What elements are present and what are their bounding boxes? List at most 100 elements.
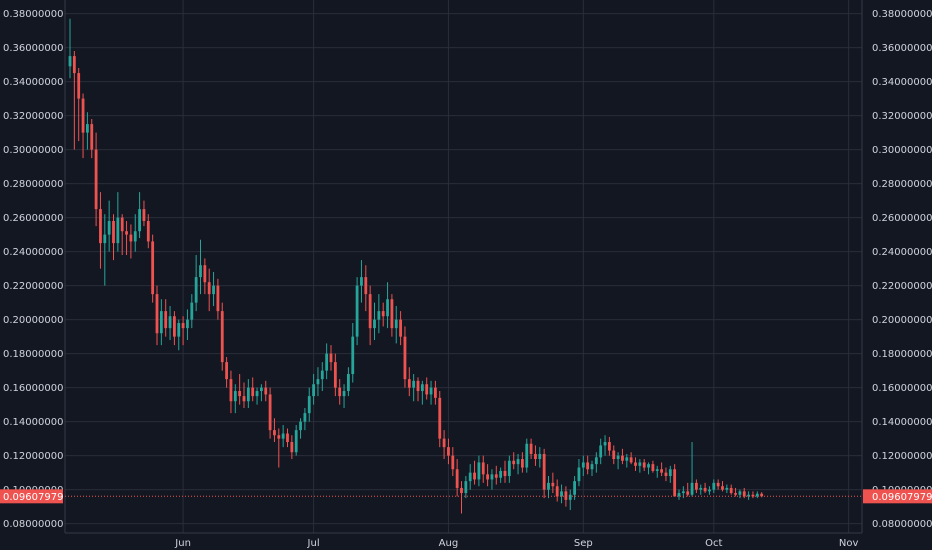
candle-body xyxy=(286,433,289,443)
candle xyxy=(112,214,115,261)
candle-body xyxy=(442,438,446,448)
candle-body xyxy=(738,491,742,495)
candle-body xyxy=(264,387,268,395)
candle-body xyxy=(360,277,363,286)
candle xyxy=(586,455,590,475)
candle xyxy=(481,455,485,483)
candle-body xyxy=(438,397,442,439)
candle xyxy=(203,258,207,295)
candle xyxy=(564,486,568,507)
candle-body xyxy=(699,487,703,490)
candle-body xyxy=(751,494,755,497)
candle xyxy=(159,299,163,346)
candle xyxy=(664,467,668,482)
candle xyxy=(464,476,468,499)
candle xyxy=(386,282,389,329)
candle-body xyxy=(451,455,455,470)
candle xyxy=(521,452,524,473)
candle-body xyxy=(290,442,294,453)
candle xyxy=(647,462,650,475)
candle xyxy=(581,455,585,477)
candle-body xyxy=(486,474,489,480)
candle xyxy=(94,132,98,227)
candle xyxy=(260,384,263,402)
candle-body xyxy=(316,379,320,385)
candle-body xyxy=(568,494,572,500)
candle-body xyxy=(677,493,681,497)
candle xyxy=(568,489,572,511)
candle xyxy=(525,438,529,473)
candle xyxy=(286,428,289,448)
candle-body xyxy=(72,56,76,74)
y-tick-label-left: 0.12000000 xyxy=(3,451,63,462)
candle-body xyxy=(168,316,172,329)
candle-body xyxy=(246,387,250,402)
y-tick-label-right: 0.32000000 xyxy=(872,111,932,122)
current-price-label-right: 0.09607979 xyxy=(872,492,932,503)
candle-body xyxy=(529,443,533,454)
candle xyxy=(447,438,450,465)
candle-body xyxy=(333,362,337,388)
candle-body xyxy=(586,462,590,470)
candle xyxy=(155,285,159,346)
candle xyxy=(599,438,603,465)
y-tick-label-right: 0.22000000 xyxy=(872,281,932,292)
current-price-label-left: 0.09607979 xyxy=(3,492,63,503)
candle-body xyxy=(94,149,98,210)
candle-body xyxy=(273,430,276,436)
candle xyxy=(173,311,176,346)
candle xyxy=(668,465,672,483)
candle xyxy=(216,278,220,320)
candle-body xyxy=(216,285,220,312)
candle-body xyxy=(542,453,546,490)
candle xyxy=(403,326,407,388)
candle-body xyxy=(629,457,633,463)
candle-body xyxy=(664,472,668,477)
candle-body xyxy=(299,421,302,431)
candle xyxy=(560,484,563,504)
candle xyxy=(477,455,481,487)
candle xyxy=(125,221,128,256)
candle-body xyxy=(242,396,246,402)
candle xyxy=(660,462,663,477)
candle xyxy=(686,482,690,497)
candle xyxy=(429,380,433,405)
candle-body xyxy=(373,319,376,329)
candle-body xyxy=(721,486,724,490)
x-tick-label: Jul xyxy=(307,538,320,549)
candle xyxy=(355,277,359,346)
candle xyxy=(629,452,633,465)
candle-body xyxy=(599,445,603,458)
candle-body xyxy=(581,462,585,468)
candle xyxy=(360,260,363,303)
candle xyxy=(238,374,242,405)
candle xyxy=(281,425,285,448)
candle-body xyxy=(268,394,272,431)
candle-body xyxy=(716,482,720,487)
candle-body xyxy=(155,294,159,334)
candle xyxy=(742,487,746,499)
candle-body xyxy=(199,265,202,278)
candle-body xyxy=(534,453,537,460)
candle-body xyxy=(86,124,89,133)
current-price-tag-right xyxy=(863,489,932,504)
candle-body xyxy=(729,487,733,494)
candle xyxy=(690,442,694,497)
candle-body xyxy=(416,380,420,392)
candle xyxy=(312,374,315,405)
candle xyxy=(138,192,141,239)
candle xyxy=(538,447,542,468)
candle-body xyxy=(686,491,690,495)
candle xyxy=(186,309,189,341)
candle xyxy=(695,479,698,494)
x-tick-label: Sep xyxy=(574,538,593,549)
candle-body xyxy=(434,387,437,398)
candle-body xyxy=(229,379,233,402)
x-tick-label: Aug xyxy=(439,538,459,549)
candle-body xyxy=(420,384,424,392)
y-tick-label-left: 0.16000000 xyxy=(3,383,63,394)
candle-body xyxy=(573,481,576,495)
candle xyxy=(555,479,559,502)
